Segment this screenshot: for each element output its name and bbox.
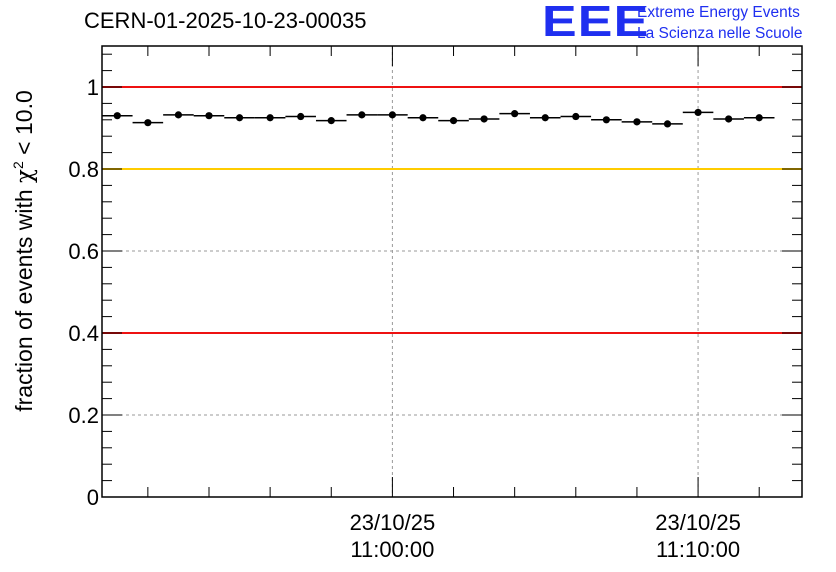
data-point <box>193 112 225 120</box>
data-point-marker <box>113 112 121 120</box>
data-point-marker <box>633 118 641 126</box>
data-point <box>163 111 194 119</box>
data-point-marker <box>449 117 458 125</box>
data-point <box>285 112 316 121</box>
data-point-marker <box>694 108 702 117</box>
data-point <box>254 114 286 122</box>
data-point <box>224 114 255 122</box>
x-tick-label-time: 11:10:00 <box>656 537 740 562</box>
data-point-marker <box>297 112 305 121</box>
logo-line-project: Extreme Energy Events <box>637 4 800 21</box>
data-point-marker <box>755 114 763 122</box>
data-point <box>621 118 653 126</box>
data-point <box>468 115 500 123</box>
y-tick-label: 0.2 <box>68 403 99 428</box>
data-point-marker <box>480 115 488 123</box>
data-points <box>102 108 775 128</box>
data-point-marker <box>235 114 244 122</box>
eee-logo: EEE Extreme Energy Events La Scienza nel… <box>542 0 832 46</box>
data-point-marker <box>602 116 610 124</box>
y-axis-label-superscript: 2 <box>10 161 26 169</box>
x-tick-label-time: 11:00:00 <box>350 537 434 562</box>
x-tick-label-date: 23/10/25 <box>655 510 741 535</box>
y-tick-labels: 0 0.2 0.4 0.6 0.8 1 <box>68 75 99 510</box>
data-point <box>407 114 439 122</box>
data-point <box>560 112 592 121</box>
x-tick-label-date: 23/10/25 <box>350 510 436 535</box>
data-point-marker <box>511 110 519 118</box>
data-point-marker <box>205 112 213 120</box>
data-point-marker <box>725 115 733 123</box>
eee-logo-mark: EEE <box>542 0 650 46</box>
data-point-marker <box>419 114 427 122</box>
data-point <box>315 117 347 125</box>
data-point <box>591 116 622 124</box>
data-point-marker <box>541 114 549 122</box>
data-point <box>529 114 561 122</box>
data-point-marker <box>358 111 366 119</box>
y-tick-label: 1 <box>87 75 99 100</box>
run-title: CERN-01-2025-10-23-00035 <box>84 8 367 33</box>
data-point <box>132 119 164 127</box>
data-point <box>438 117 469 125</box>
data-point-marker <box>663 120 672 128</box>
data-point <box>499 110 530 118</box>
data-point-marker <box>144 119 152 127</box>
y-tick-label: 0 <box>87 485 99 510</box>
y-tick-label: 0.4 <box>68 321 99 346</box>
data-point <box>713 115 744 123</box>
data-point <box>652 120 683 128</box>
data-point-marker <box>327 117 335 125</box>
y-tick-label: 0.8 <box>68 157 99 182</box>
data-point-marker <box>572 112 580 121</box>
data-point-marker <box>266 114 274 122</box>
plot-frame <box>101 45 803 498</box>
y-axis-label: fraction of events with χ2 < 10.0 <box>10 90 38 412</box>
data-point <box>743 114 775 122</box>
y-tick-label: 0.6 <box>68 239 99 264</box>
logo-line-subtitle: La Scienza nelle Scuole <box>637 25 803 42</box>
y-axis-label-tail: < 10.0 <box>11 90 37 161</box>
y-axis-label-symbol: χ <box>12 169 38 183</box>
y-axis-label-main: fraction of events with <box>11 183 37 412</box>
data-point-marker <box>388 111 396 119</box>
data-point <box>346 111 378 119</box>
plot-frame-rect <box>101 45 803 498</box>
data-point-marker <box>174 111 183 119</box>
data-point <box>377 111 408 119</box>
data-point <box>682 108 714 117</box>
reference-lines <box>102 86 802 334</box>
data-point <box>102 112 133 120</box>
